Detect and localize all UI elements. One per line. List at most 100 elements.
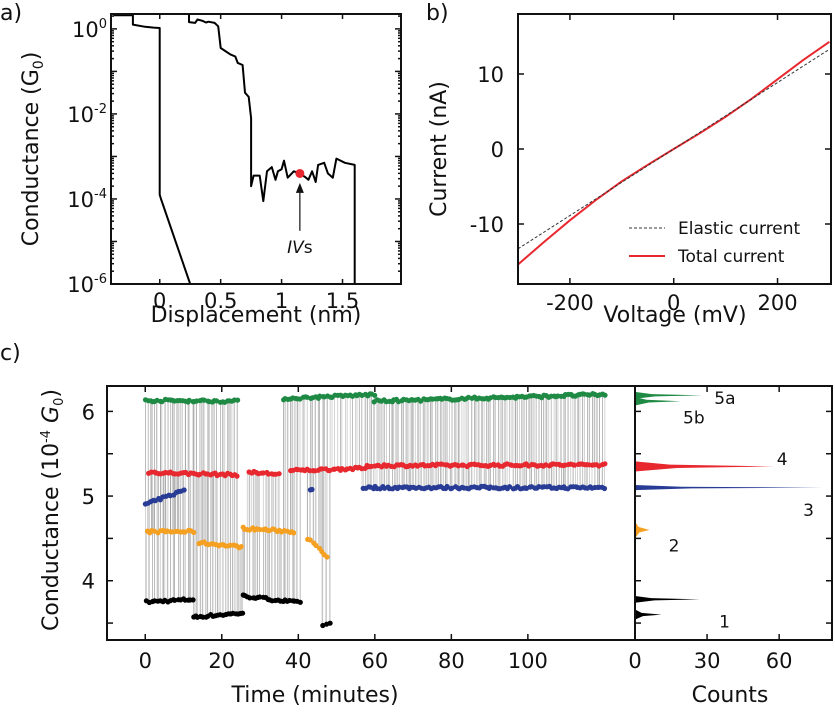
panel-b-xtick-label: 200	[757, 291, 797, 315]
panel-a-ylabel-sub: 0	[31, 60, 47, 69]
panel-c-hist-peak-label: 5b	[683, 408, 705, 428]
panel-c-data-point	[235, 397, 241, 403]
panel-c-xtick-label: 20	[208, 649, 235, 673]
panel-a-ytick-base: 10	[67, 188, 94, 212]
panel-c-hist-xtick-label: 0	[628, 649, 641, 673]
panel-a-ytick-label: 10-6	[67, 272, 107, 297]
panel-a-xtick-label: 1.5	[326, 289, 359, 313]
panel-c-hist-peak-2	[635, 521, 650, 539]
panel-c-hist-peak-minor	[635, 609, 662, 620]
panel-c-hist-peak-label: 1	[719, 613, 730, 633]
panel-a-ylabel-close: )	[19, 52, 44, 61]
panel-a-ytick-exp: -6	[94, 272, 107, 287]
panel-c-data-point	[324, 554, 330, 560]
panel-a-ytick-exp: -2	[94, 102, 107, 117]
panel-a-ytick-base: 10	[72, 18, 99, 42]
panel-c-xtick-label: 100	[508, 649, 548, 673]
panel-a-frame	[110, 13, 402, 285]
panel-c-ylabel-mid: G	[39, 406, 64, 430]
panel-a-ivs-text: IV	[287, 238, 305, 258]
panel-c-xtick-label: 60	[361, 649, 388, 673]
panel-c-hist-peak-1	[635, 595, 700, 603]
panel-c-xtick-label: 40	[285, 649, 312, 673]
panel-c-connector-lines	[145, 393, 606, 626]
panel-a-ytick-base: 10	[67, 273, 94, 297]
panel-c-hist-peak-label: 3	[803, 501, 814, 521]
panel-c-points	[142, 391, 608, 629]
panel-b-elastic-current-line	[517, 48, 830, 250]
panel-a-ylabel-text: Conductance (G	[19, 69, 44, 246]
panel-a-ivs-annotation: IVs	[287, 238, 313, 258]
panel-c-ylabel-post: )	[39, 389, 64, 398]
panel-a-ytick-base: 10	[67, 103, 94, 127]
panel-a-ytick-label: 10-4	[67, 187, 107, 212]
panel-b-ytick-label: -10	[470, 213, 504, 237]
panel-label-c: c)	[0, 341, 21, 366]
panel-c-hist-xtick-label: 60	[766, 649, 793, 673]
panel-c-data-point	[309, 486, 315, 493]
panel-c-data-point	[372, 392, 378, 398]
panel-c-xlabel: Time (minutes)	[230, 683, 398, 708]
panel-c-hist-frame	[634, 385, 833, 641]
panel-c-data-point	[238, 544, 244, 550]
panel-a-ivs-suffix: s	[304, 238, 313, 258]
panel-a-ytick-label: 10-2	[67, 102, 107, 127]
panel-a-xtick-label: 1	[275, 289, 288, 313]
panel-a-iv-marker	[295, 168, 305, 178]
panel-c-ytick-label: 5	[82, 485, 95, 509]
panel-c-data-point	[602, 392, 608, 398]
panel-a-xtick-label: 0	[153, 289, 166, 313]
panel-b-xtick-label: 0	[667, 291, 680, 315]
panel-c-hist-peak-5b	[635, 397, 681, 406]
panel-a-ylabel: Conductance (G0)	[19, 52, 47, 247]
panel-c-data-point	[247, 595, 253, 601]
panel-c-ylabel: Conductance (10-4 G0)	[39, 389, 67, 631]
panel-c-data-point	[240, 610, 246, 616]
panel-c-data-point	[572, 462, 578, 468]
panel-a-ytick-exp: -4	[94, 187, 107, 202]
panel-c-data-point	[602, 461, 608, 467]
panel-a-ytick-label: 100	[72, 17, 107, 42]
panel-c-xtick-label: 0	[139, 649, 152, 673]
panel-c-hist-xlabel: Counts	[692, 683, 769, 708]
panel-c-data-point	[307, 537, 313, 543]
panel-label-b: b)	[426, 1, 449, 26]
panel-c-data-point	[297, 599, 303, 605]
panel-b-legend-total-label: Total current	[677, 247, 785, 267]
panel-b-plot: -200 0 200 10 0 -10 Elastic current Total curre…	[470, 13, 832, 315]
panel-b-legend-elastic-label: Elastic current	[678, 219, 801, 239]
panel-c-data-point	[291, 530, 297, 536]
panel-c-ytick-label: 4	[82, 570, 95, 594]
panel-c-data-point	[313, 542, 319, 549]
panel-c-data-point	[191, 529, 197, 536]
panel-c-data-point	[190, 597, 196, 603]
panel-c-data-point	[276, 471, 282, 477]
panel-c-hist-peak-5a	[635, 391, 703, 399]
panel-c-data-point	[234, 473, 240, 479]
panel-b-xlabel: Voltage (mV)	[603, 303, 746, 328]
panel-c-data-point	[186, 397, 192, 403]
panel-c-data-point	[507, 484, 513, 490]
panel-c-hist-peak-3	[635, 485, 823, 491]
panel-a-arrow-head	[295, 182, 304, 193]
panel-b-ylabel: Current (nA)	[427, 81, 452, 217]
panel-a-trace-1-line	[113, 14, 192, 285]
panel-c-data-point	[327, 620, 333, 626]
panel-c-ytick-label: 6	[82, 400, 95, 424]
panel-a-ytick-exp: 0	[99, 17, 107, 32]
panel-label-a: a)	[0, 1, 22, 26]
panel-c-hist-peak-label: 4	[777, 450, 788, 470]
panel-a-xlabel: Displacement (nm)	[151, 303, 362, 328]
panel-b-total-current-line	[517, 40, 830, 266]
panel-c-ylabel-sub: 0	[52, 398, 67, 406]
panel-c-hist-peak-label: 2	[669, 536, 680, 556]
panel-c-data-point	[181, 487, 187, 493]
panel-c-data-point	[601, 485, 608, 492]
panel-c-hist-xtick-label: 30	[694, 649, 721, 673]
panel-b-ytick-label: 0	[491, 138, 504, 162]
panel-c-hist-peak-4	[635, 461, 775, 472]
panel-a-xtick-label: 0.5	[204, 289, 237, 313]
